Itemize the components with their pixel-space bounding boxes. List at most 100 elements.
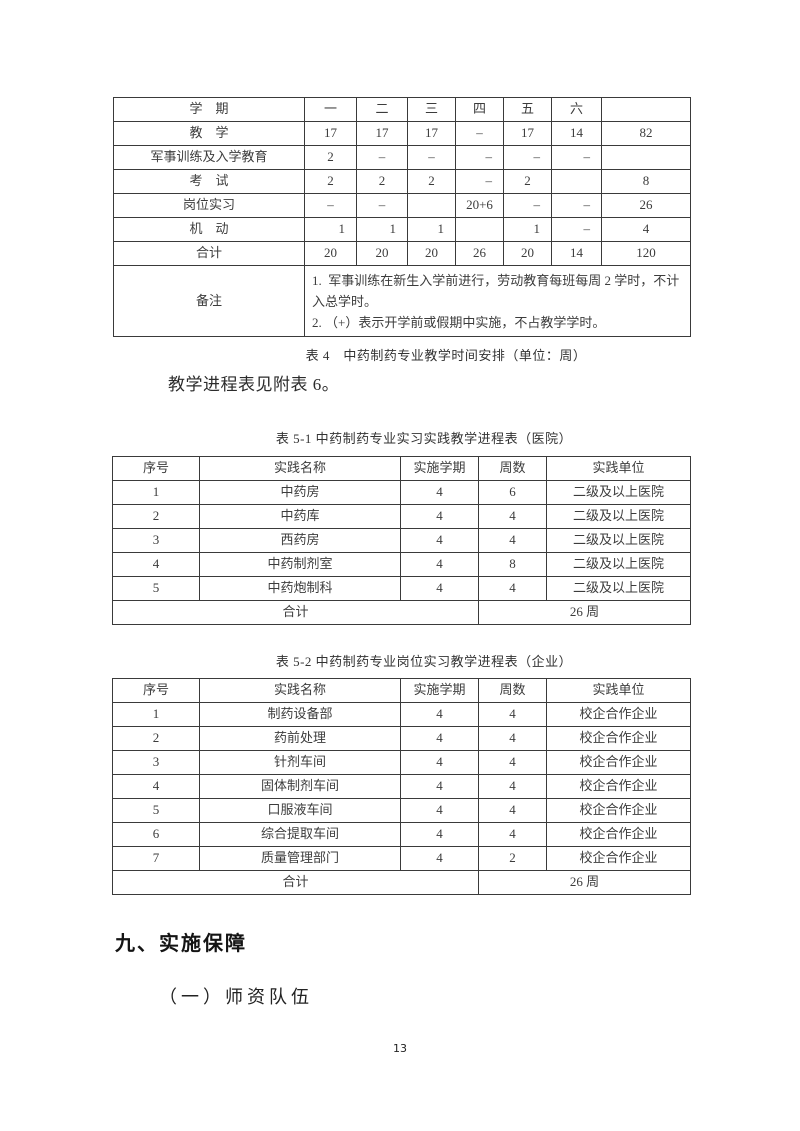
column-header bbox=[601, 97, 691, 122]
remark-row: 备注 1. 军事训练在新生入学前进行，劳动教育每班每周 2 学时，不计入总学时。 2… bbox=[113, 265, 691, 337]
table5-1-caption: 表 5-1 中药制药专业实习实践教学进程表（医院） bbox=[275, 431, 573, 446]
column-header: 二 bbox=[356, 97, 408, 122]
hospital-practice-table-wrap: 序号 实践名称 实施学期 周数 实践单位 1 中药房 4 6 二级及以上医院 2 中药库 4 4 二级及以上… bbox=[112, 456, 691, 625]
table-cell: 17 bbox=[304, 121, 357, 146]
table-cell: 26 bbox=[455, 241, 504, 266]
column-header: 实施学期 bbox=[400, 456, 479, 481]
table-cell: 5 bbox=[112, 576, 200, 601]
table-cell: 2 bbox=[478, 846, 547, 871]
total-value: 26 周 bbox=[478, 600, 691, 625]
table-cell: 口服液车间 bbox=[199, 798, 401, 823]
table-row: 2 中药库 4 4 二级及以上医院 bbox=[112, 504, 691, 529]
total-label: 合计 bbox=[112, 870, 479, 895]
table-cell: 1 bbox=[407, 217, 456, 242]
table-cell: 1 bbox=[112, 702, 200, 727]
table-cell: 4 bbox=[400, 726, 479, 751]
table-cell: 2 bbox=[503, 169, 552, 194]
table-cell: 二级及以上医院 bbox=[546, 576, 691, 601]
table-cell: 17 bbox=[356, 121, 408, 146]
table-cell: 14 bbox=[551, 121, 602, 146]
enterprise-practice-table: 序号 实践名称 实施学期 周数 实践单位 1 制药设备部 4 4 校企合作企业 2 药前处理 4 4 校企合… bbox=[112, 678, 691, 895]
table-row: 1 中药房 4 6 二级及以上医院 bbox=[112, 480, 691, 505]
table-cell: 4 bbox=[478, 702, 547, 727]
table-row: 2 药前处理 4 4 校企合作企业 bbox=[112, 726, 691, 751]
column-header: 周数 bbox=[478, 456, 547, 481]
row-label: 备注 bbox=[113, 265, 305, 337]
table-cell: – bbox=[503, 193, 552, 218]
table-cell: 校企合作企业 bbox=[546, 750, 691, 775]
table-cell: 西药房 bbox=[199, 528, 401, 553]
row-label: 岗位实习 bbox=[113, 193, 305, 218]
table-cell bbox=[601, 145, 691, 170]
column-header: 序号 bbox=[112, 678, 200, 703]
table-cell: – bbox=[455, 169, 504, 194]
table-cell bbox=[455, 217, 504, 242]
table-cell: 6 bbox=[112, 822, 200, 847]
table-row: 合计 20 20 20 26 20 14 120 bbox=[113, 241, 691, 266]
table-cell: 4 bbox=[478, 774, 547, 799]
column-header: 一 bbox=[304, 97, 357, 122]
table-cell: 二级及以上医院 bbox=[546, 504, 691, 529]
table-cell: 4 bbox=[400, 528, 479, 553]
table-row: 3 针剂车间 4 4 校企合作企业 bbox=[112, 750, 691, 775]
table-row: 1 制药设备部 4 4 校企合作企业 bbox=[112, 702, 691, 727]
table-row: 机 动 1 1 1 1–4 bbox=[113, 217, 691, 242]
column-header: 序号 bbox=[112, 456, 200, 481]
table-row: 5 中药炮制科 4 4 二级及以上医院 bbox=[112, 576, 691, 601]
table-cell: 二级及以上医院 bbox=[546, 552, 691, 577]
table-cell: 3 bbox=[112, 528, 200, 553]
table-row: 6 综合提取车间 4 4 校企合作企业 bbox=[112, 822, 691, 847]
table-cell: 校企合作企业 bbox=[546, 774, 691, 799]
table-cell: 校企合作企业 bbox=[546, 726, 691, 751]
table-cell: 中药库 bbox=[199, 504, 401, 529]
table-cell: 中药炮制科 bbox=[199, 576, 401, 601]
column-header: 周数 bbox=[478, 678, 547, 703]
row-label: 军事训练及入学教育 bbox=[113, 145, 305, 170]
table-cell: 2 bbox=[304, 145, 357, 170]
row-label: 机 动 bbox=[113, 217, 305, 242]
table-cell: 120 bbox=[601, 241, 691, 266]
table-cell: 7 bbox=[112, 846, 200, 871]
table-cell: 20 bbox=[407, 241, 456, 266]
table-cell: 校企合作企业 bbox=[546, 822, 691, 847]
table-cell: 质量管理部门 bbox=[199, 846, 401, 871]
remark-text: 1. 军事训练在新生入学前进行，劳动教育每班每周 2 学时，不计入总学时。 2. … bbox=[304, 265, 691, 337]
table-cell: – bbox=[503, 145, 552, 170]
row-label: 考 试 bbox=[113, 169, 305, 194]
table-cell: 4 bbox=[400, 750, 479, 775]
hospital-practice-table: 序号 实践名称 实施学期 周数 实践单位 1 中药房 4 6 二级及以上医院 2 中药库 4 4 二级及以上… bbox=[112, 456, 691, 625]
column-header: 实施学期 bbox=[400, 678, 479, 703]
table-cell: 4 bbox=[478, 528, 547, 553]
header-row: 序号 实践名称 实施学期 周数 实践单位 bbox=[112, 678, 691, 703]
column-header: 三 bbox=[407, 97, 456, 122]
table-cell: 4 bbox=[400, 552, 479, 577]
table-cell: 中药房 bbox=[199, 480, 401, 505]
table-cell: 4 bbox=[400, 576, 479, 601]
row-label: 教 学 bbox=[113, 121, 305, 146]
table-cell: 1 bbox=[503, 217, 552, 242]
table-cell: 固体制剂车间 bbox=[199, 774, 401, 799]
table-row: 教 学 17 17 17–17 14 82 bbox=[113, 121, 691, 146]
table-cell: 4 bbox=[400, 504, 479, 529]
table-cell: 6 bbox=[478, 480, 547, 505]
table-cell: 中药制剂室 bbox=[199, 552, 401, 577]
table-cell: – bbox=[356, 193, 408, 218]
table-cell: – bbox=[407, 145, 456, 170]
section-heading: 九、实施保障 bbox=[115, 933, 247, 955]
column-header: 实践单位 bbox=[546, 678, 691, 703]
table-cell: – bbox=[551, 145, 602, 170]
table-row: 5 口服液车间 4 4 校企合作企业 bbox=[112, 798, 691, 823]
table-cell: 综合提取车间 bbox=[199, 822, 401, 847]
table-row: 学 期一二三四五六 bbox=[113, 97, 691, 122]
teaching-time-table-wrap: 学 期一二三四五六教 学 17 17 17–17 14 82 军事训练及入学教育 2– – – – –… bbox=[113, 97, 691, 337]
table-cell: 17 bbox=[407, 121, 456, 146]
remark-line: 1. 军事训练在新生入学前进行，劳动教育每班每周 2 学时，不计入总学时。 bbox=[312, 272, 680, 309]
table-cell: 20 bbox=[356, 241, 408, 266]
table-cell: 26 bbox=[601, 193, 691, 218]
total-row: 合计 26 周 bbox=[112, 600, 691, 625]
table-row: 考 试 2 2 2–2 8 bbox=[113, 169, 691, 194]
column-header: 六 bbox=[551, 97, 602, 122]
table-row: 7 质量管理部门 4 2 校企合作企业 bbox=[112, 846, 691, 871]
table-cell: 20 bbox=[503, 241, 552, 266]
column-header: 实践名称 bbox=[199, 456, 401, 481]
